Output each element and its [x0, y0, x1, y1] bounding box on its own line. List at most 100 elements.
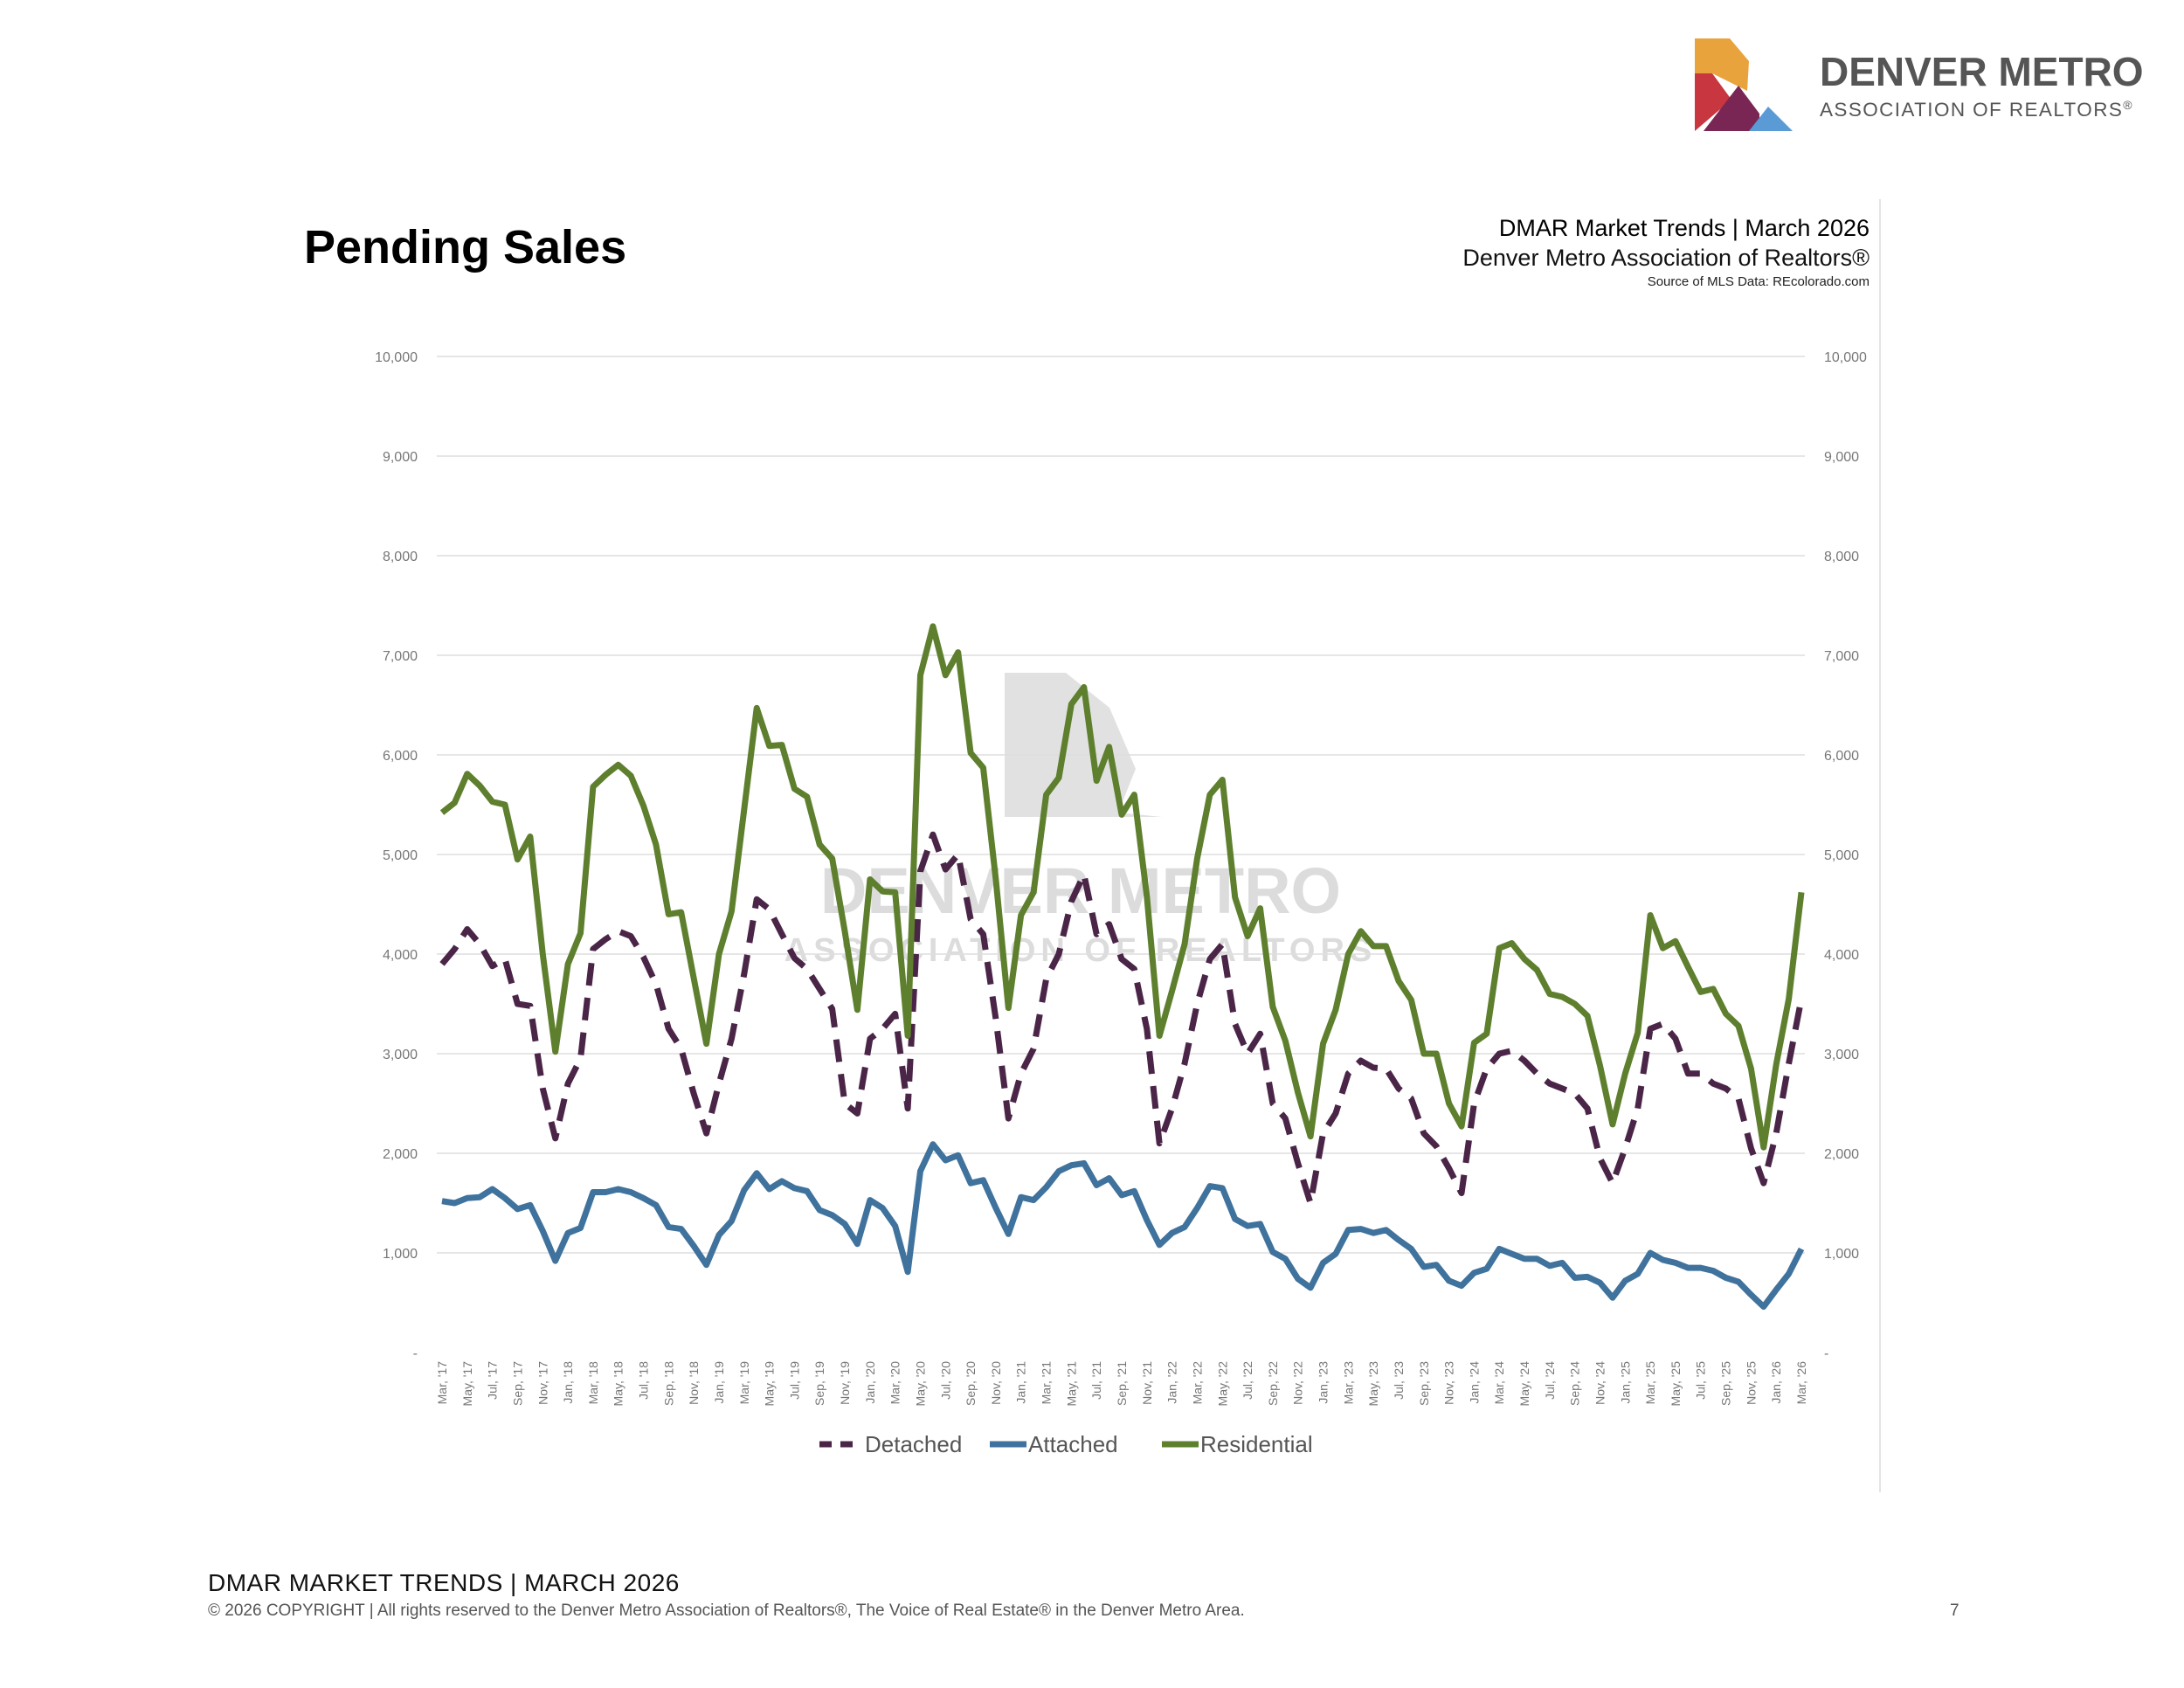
x-tick-label: Sep, '24	[1568, 1361, 1582, 1406]
watermark: DENVER METRO ASSOCIATION OF REALTORS	[784, 673, 1377, 969]
y-axis-right: - 1,000 2,000 3,000 4,000 5,000 6,000 7,000 8,00…	[1824, 350, 1867, 1361]
series-line-attached	[441, 1141, 1805, 1311]
x-tick-label: Mar, '19	[737, 1361, 751, 1405]
x-tick-label: May, '24	[1517, 1361, 1531, 1407]
watermark-line2: ASSOCIATION OF REALTORS	[784, 932, 1377, 969]
x-tick-label: Jan, '19	[712, 1361, 726, 1404]
y-tick-label-right: 10,000	[1824, 350, 1867, 365]
x-tick-label: Mar, '25	[1643, 1361, 1657, 1405]
x-tick-label: Jan, '21	[1014, 1361, 1028, 1404]
y-tick-label-right: 7,000	[1824, 649, 1859, 664]
legend-label-attached: Attached	[1028, 1431, 1118, 1457]
x-tick-label: Jul, '21	[1089, 1361, 1103, 1400]
series-lines	[439, 623, 1805, 1311]
header-line2: Denver Metro Association of Realtors®	[1462, 245, 1870, 271]
x-tick-label: Mar, '18	[586, 1361, 600, 1405]
series-line-residential	[439, 623, 1805, 1151]
x-tick-label: Jan, '23	[1317, 1361, 1330, 1404]
y-tick-label-right: 5,000	[1824, 848, 1859, 863]
y-tick-label-left: 10,000	[375, 350, 418, 365]
x-tick-label: Jul, '20	[938, 1361, 952, 1400]
x-tick-label: Sep, '19	[812, 1361, 826, 1406]
footer-copyright: © 2026 COPYRIGHT | All rights reserved t…	[208, 1602, 1245, 1620]
x-tick-label: May, '25	[1669, 1361, 1683, 1407]
x-tick-label: May, '22	[1215, 1361, 1229, 1407]
y-tick-label-right: 1,000	[1824, 1247, 1859, 1262]
x-tick-label: Mar, '22	[1190, 1361, 1204, 1405]
x-tick-label: Jan, '18	[561, 1361, 575, 1404]
x-tick-label: May, '21	[1064, 1361, 1078, 1407]
x-tick-label: Nov, '24	[1593, 1361, 1607, 1405]
x-tick-label: Mar, '21	[1040, 1361, 1054, 1405]
x-tick-label: Jul, '17	[486, 1361, 500, 1400]
x-tick-label: Jul, '24	[1543, 1361, 1557, 1400]
legend-label-residential: Residential	[1200, 1431, 1313, 1457]
y-axis-left: - 1,000 2,000 3,000 4,000 5,000 6,000 7,000 8,00…	[375, 350, 418, 1361]
page-number: 7	[1950, 1602, 1959, 1620]
y-tick-label-left: -	[413, 1346, 418, 1361]
x-tick-label: Nov, '17	[536, 1361, 549, 1405]
x-tick-label: Nov, '21	[1140, 1361, 1154, 1405]
y-tick-label-left: 1,000	[383, 1247, 418, 1262]
x-tick-label: Jan, '26	[1769, 1361, 1783, 1404]
x-tick-label: May, '17	[460, 1361, 474, 1407]
x-tick-label: Jul, '22	[1241, 1361, 1254, 1400]
x-tick-label: Sep, '17	[510, 1361, 524, 1406]
x-tick-label: Sep, '21	[1115, 1361, 1129, 1406]
x-tick-label: May, '23	[1366, 1361, 1380, 1407]
y-tick-label-right: -	[1824, 1346, 1828, 1361]
y-tick-label-right: 9,000	[1824, 450, 1859, 465]
x-tick-label: Sep, '18	[661, 1361, 675, 1406]
x-tick-label: Jan, '25	[1618, 1361, 1632, 1404]
y-tick-label-left: 4,000	[383, 948, 418, 963]
y-tick-label-right: 6,000	[1824, 749, 1859, 764]
y-tick-label-left: 8,000	[383, 550, 418, 564]
x-tick-label: Jul, '18	[637, 1361, 651, 1400]
page-title: Pending Sales	[304, 221, 627, 273]
x-tick-label: Mar, '24	[1492, 1361, 1506, 1405]
x-axis: Mar, '17 May, '17 Jul, '17 Sep, '17 Nov, '17…	[435, 1361, 1808, 1407]
logo-mark-orange	[1695, 38, 1749, 91]
legend: Detached Attached Residential	[819, 1431, 1313, 1457]
x-tick-label: Mar, '20	[888, 1361, 902, 1405]
header-source: Source of MLS Data: REcolorado.com	[1647, 274, 1870, 289]
header-line1: DMAR Market Trends | March 2026	[1498, 215, 1870, 241]
x-tick-label: Jul, '23	[1392, 1361, 1406, 1400]
x-tick-label: Jul, '19	[787, 1361, 801, 1400]
x-tick-label: Sep, '25	[1719, 1361, 1733, 1406]
x-tick-label: Jan, '22	[1165, 1361, 1179, 1404]
y-tick-label-left: 6,000	[383, 749, 418, 764]
x-tick-label: May, '20	[913, 1361, 927, 1407]
logo-mark-red	[1695, 73, 1731, 131]
y-tick-label-left: 2,000	[383, 1147, 418, 1162]
x-tick-label: Sep, '22	[1266, 1361, 1280, 1406]
x-tick-label: Jan, '20	[863, 1361, 877, 1404]
watermark-mark	[1005, 673, 1162, 817]
logo-line1: DENVER METRO	[1820, 49, 2144, 94]
logo-line2: ASSOCIATION OF REALTORS®	[1820, 98, 2133, 121]
x-tick-label: Jan, '24	[1467, 1361, 1481, 1404]
x-tick-label: Sep, '23	[1417, 1361, 1431, 1406]
x-tick-label: Nov, '20	[989, 1361, 1003, 1405]
x-tick-label: Sep, '20	[964, 1361, 978, 1406]
x-tick-label: Nov, '19	[838, 1361, 852, 1405]
y-tick-label-right: 2,000	[1824, 1147, 1859, 1162]
x-tick-label: May, '18	[612, 1361, 625, 1407]
y-tick-label-left: 5,000	[383, 848, 418, 863]
dmar-logo: DENVER METRO ASSOCIATION OF REALTORS®	[1695, 38, 2144, 131]
y-tick-label-right: 3,000	[1824, 1048, 1859, 1062]
y-tick-label-right: 8,000	[1824, 550, 1859, 564]
chart-header: DMAR Market Trends | March 2026 Denver M…	[1462, 213, 1870, 292]
x-tick-label: Nov, '22	[1291, 1361, 1305, 1405]
page-divider	[1879, 199, 1881, 1492]
x-tick-label: Jul, '25	[1694, 1361, 1708, 1400]
x-tick-label: Mar, '17	[435, 1361, 449, 1405]
x-tick-label: Nov, '18	[687, 1361, 701, 1405]
logo-mark-blue	[1749, 107, 1793, 131]
x-tick-label: Mar, '26	[1794, 1361, 1808, 1405]
x-tick-label: May, '19	[763, 1361, 777, 1407]
footer-title: DMAR MARKET TRENDS | MARCH 2026	[208, 1569, 680, 1596]
series-line-detached	[439, 831, 1805, 1207]
logo-mark-purple	[1704, 86, 1759, 131]
x-tick-label: Nov, '23	[1442, 1361, 1456, 1405]
